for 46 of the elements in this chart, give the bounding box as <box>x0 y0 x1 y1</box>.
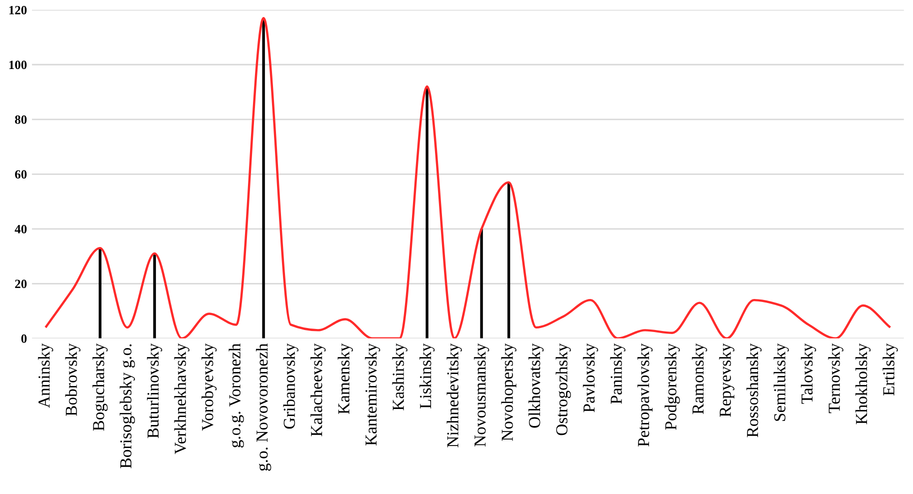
bar <box>426 86 428 338</box>
x-tick-label: Bogucharsky <box>92 343 108 431</box>
y-tick-label: 100 <box>9 60 27 70</box>
x-tick-label: g.o. Novovoronezh <box>256 343 272 471</box>
x-tick-label: Ostrogozhsky <box>556 343 571 436</box>
x-tick-label: Kalacheevsky <box>310 343 326 436</box>
x-tick-label: Petropavlovsky <box>637 343 653 446</box>
x-tick-label: Bobrovsky <box>65 343 80 416</box>
bar <box>262 18 265 338</box>
x-tick-label: Khokholsky <box>855 343 871 424</box>
y-tick-label: 0 <box>21 334 27 343</box>
bar <box>507 182 510 338</box>
y-tick-label: 20 <box>15 280 27 288</box>
x-tick-label: Vorobyevsky <box>201 343 217 431</box>
x-tick-label: Kantemirovsky <box>364 343 380 446</box>
x-tick-label: Paninsky <box>610 343 626 404</box>
x-tick-label: Rossoshansky <box>746 343 762 438</box>
y-tick-label: 60 <box>15 170 27 179</box>
x-tick-label: Semiluksky <box>774 343 789 421</box>
x-tick-label: Repyevsky <box>719 343 734 417</box>
x-tick-label: Nizhnedevitsky <box>446 343 462 448</box>
x-tick-label: Novohopersky <box>501 343 516 441</box>
x-tick-label: Ternovsky <box>828 343 844 414</box>
x-tick-label: Kamensky <box>338 343 353 414</box>
x-tick-label: Ramonsky <box>692 343 708 414</box>
x-tick-label: Talovsky <box>800 343 816 404</box>
x-tick-label: Liskinsky <box>419 343 435 409</box>
x-tick-label: Ertilsky <box>882 343 898 396</box>
x-tick-label: Podgorensky <box>664 343 680 430</box>
x-tick-label: g.o.g. Voronezh <box>228 343 244 448</box>
x-tick-label: Buturlinovsky <box>146 343 162 438</box>
x-tick-label: Olkhovatsky <box>528 343 544 428</box>
x-tick-label: Pavlovsky <box>582 343 598 412</box>
bar <box>98 248 102 338</box>
bar <box>153 254 156 338</box>
bar <box>480 228 483 338</box>
y-tick-label: 40 <box>14 224 27 234</box>
x-tick-label: Anninsky <box>38 343 54 408</box>
x-tick-label: Borisoglebsky g.o. <box>120 344 135 468</box>
x-tick-label: Kashirsky <box>392 343 408 410</box>
x-tick-label: Gribanovsky <box>283 343 298 429</box>
y-tick-label: 80 <box>15 115 27 124</box>
y-tick-label: 120 <box>9 6 27 14</box>
x-tick-label: Novousmansky <box>474 343 490 446</box>
x-tick-label: Verkhnekhavsky <box>174 343 190 454</box>
line-series <box>44 16 892 338</box>
